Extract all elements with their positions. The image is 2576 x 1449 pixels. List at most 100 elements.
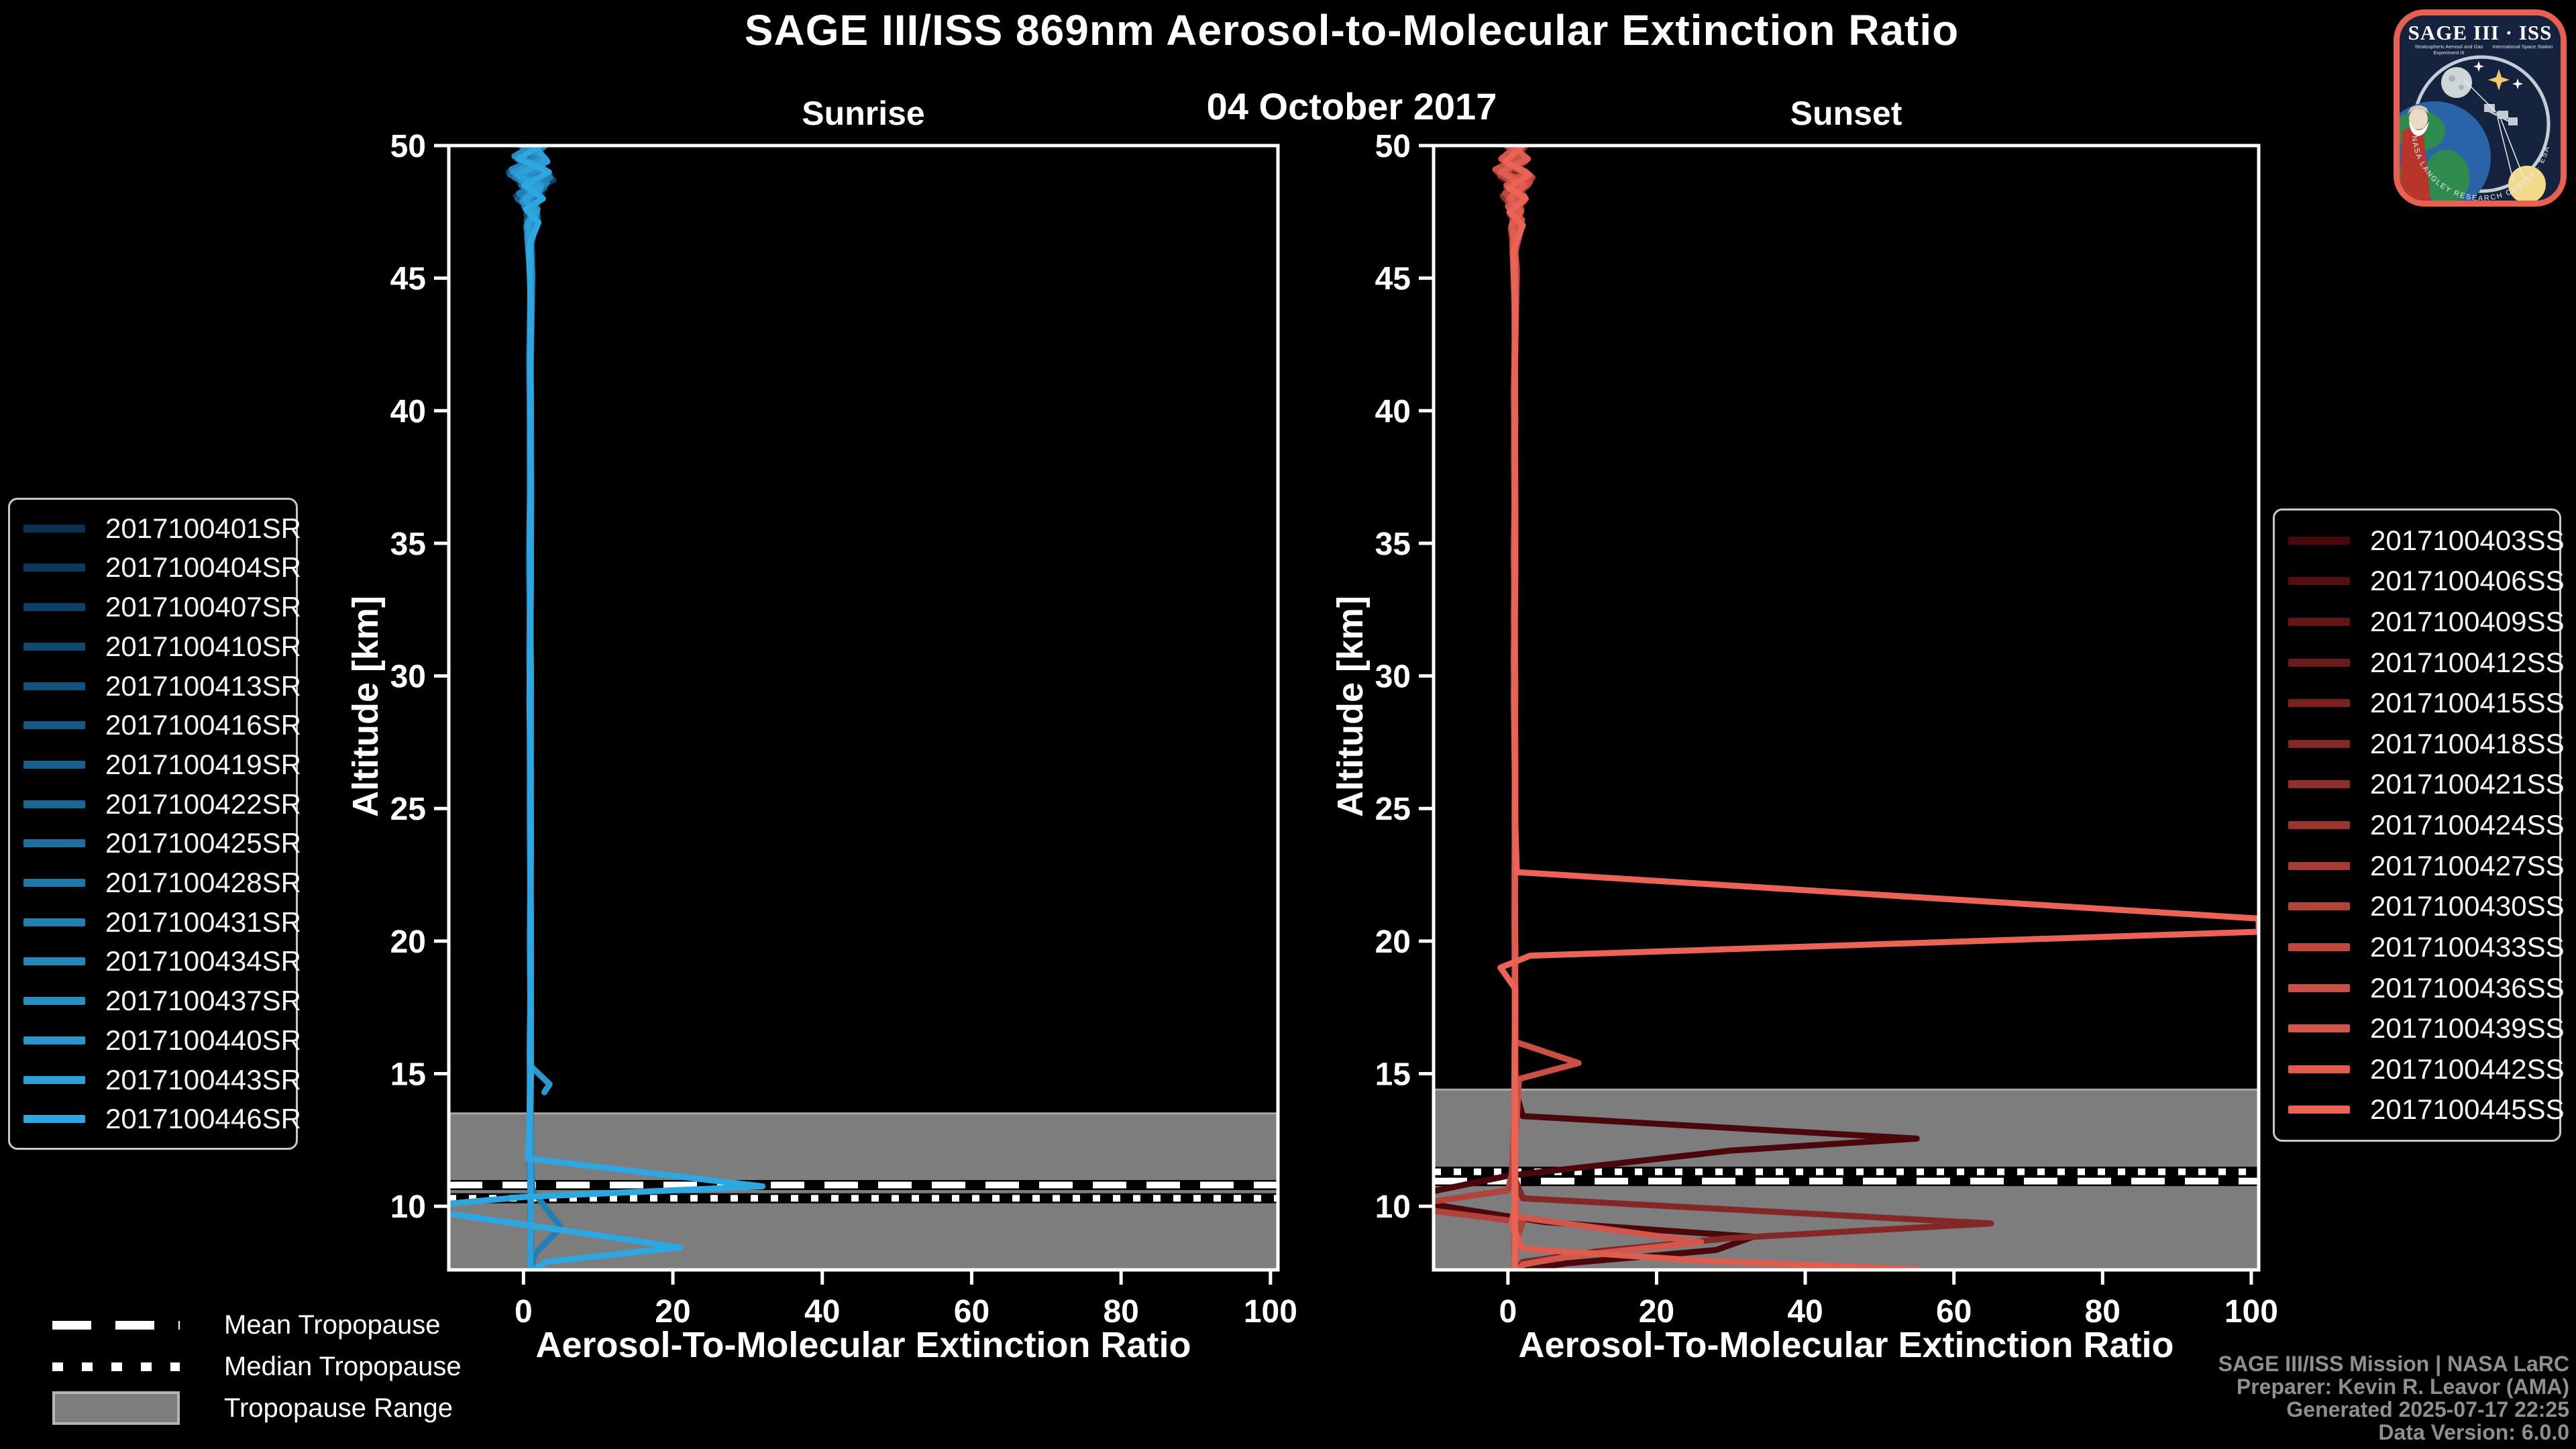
legend-item-2017100406SS: 2017100406SS: [2288, 565, 2565, 597]
legend-event-label: 2017100440SR: [105, 1024, 301, 1056]
legend-event-label: 2017100412SS: [2370, 646, 2565, 678]
x-tick-label: 80: [2085, 1294, 2121, 1330]
moon: [2441, 67, 2472, 98]
legend-line-swatch: [23, 997, 85, 1006]
legend-item-2017100439SS: 2017100439SS: [2288, 1012, 2565, 1044]
legend-item-2017100427SS: 2017100427SS: [2288, 850, 2565, 882]
y-tick-label: 35: [390, 527, 426, 562]
legend-line-swatch: [2288, 577, 2350, 586]
y-axis-label-sunset: Altitude [km]: [1330, 596, 1371, 817]
footer-data-version: Data Version: 6.0.0: [2378, 1420, 2569, 1444]
legend-sunrise-events: 2017100401SR 2017100404SR 2017100407SR 2017…: [8, 498, 301, 1150]
y-tick-label: 50: [1375, 129, 1411, 164]
legend-line-swatch: [23, 839, 85, 848]
legend-event-label: 2017100413SR: [105, 669, 301, 702]
legend-event-label: 2017100439SS: [2370, 1012, 2565, 1044]
legend-line-swatch: [2288, 1106, 2350, 1114]
legend-event-label: 2017100442SS: [2370, 1053, 2565, 1085]
legend-item-tropopause-range: Tropopause Range: [52, 1387, 462, 1429]
legend-item-2017100403SS: 2017100403SS: [2288, 525, 2565, 557]
y-tick-label: 40: [1375, 394, 1411, 429]
plot-area-sunset: [1434, 146, 2259, 1270]
legend-event-label: 2017100434SR: [105, 945, 301, 977]
legend-event-label: 2017100422SR: [105, 788, 301, 820]
legend-item-2017100445SS: 2017100445SS: [2288, 1093, 2565, 1126]
date-subtitle: 04 October 2017: [1206, 85, 1497, 127]
legend-item-2017100410SR: 2017100410SR: [23, 631, 301, 663]
legend-item-2017100443SR: 2017100443SR: [23, 1064, 301, 1096]
legend-line-swatch: [2288, 536, 2350, 545]
legend-item-2017100428SR: 2017100428SR: [23, 867, 301, 899]
legend-event-label: 2017100443SR: [105, 1063, 301, 1095]
legend-line-swatch: [2288, 658, 2350, 667]
panel-frame-sunrise: [447, 144, 1280, 1272]
legend-item-2017100416SR: 2017100416SR: [23, 709, 301, 741]
x-tick-label: 80: [1103, 1294, 1138, 1330]
y-tick-label: 25: [1375, 792, 1411, 827]
legend-event-label: 2017100416SR: [105, 709, 301, 741]
star-icon: [2512, 78, 2523, 89]
y-tick-label: 35: [1375, 527, 1411, 562]
panel-title-sunrise: Sunrise: [802, 95, 925, 132]
x-tick-label: 20: [655, 1294, 690, 1330]
legend-event-label: 2017100421SS: [2370, 768, 2565, 800]
legend-item-median-tropopause: Median Tropopause: [52, 1346, 462, 1387]
median-tropopause-label: Median Tropopause: [224, 1351, 462, 1381]
legend-line-swatch: [23, 642, 85, 651]
legend-line-swatch: [23, 1036, 85, 1044]
footer-mission: SAGE III/ISS Mission | NASA LaRC: [2218, 1352, 2569, 1376]
legend-line-swatch: [23, 721, 85, 730]
legend-event-label: 2017100437SR: [105, 985, 301, 1017]
profile-line-2017100407SR: [513, 146, 557, 1270]
legend-line-swatch: [23, 1075, 85, 1084]
legend-item-2017100413SR: 2017100413SR: [23, 670, 301, 702]
legend-line-swatch: [2288, 943, 2350, 951]
y-tick-label: 20: [1375, 924, 1411, 960]
legend-event-label: 2017100407SR: [105, 591, 301, 623]
profile-line-2017100431SR: [516, 146, 564, 1270]
legend-line-swatch: [23, 879, 85, 888]
iss: [2484, 104, 2518, 125]
legend-event-label: 2017100430SS: [2370, 890, 2565, 922]
logo-subtitle-left: Stratospheric Aerosol and Gas Experiment…: [2414, 44, 2483, 56]
star-icon: [2473, 61, 2484, 72]
y-tick-label: 30: [1375, 659, 1411, 695]
legend-event-label: 2017100409SS: [2370, 605, 2565, 637]
legend-line-swatch: [2288, 902, 2350, 911]
y-tick-label: 10: [390, 1189, 426, 1225]
legend-event-label: 2017100401SR: [105, 512, 301, 544]
legend-line-swatch: [2288, 739, 2350, 748]
y-tick-label: 40: [390, 394, 426, 429]
legend-item-2017100419SR: 2017100419SR: [23, 749, 301, 781]
legend-item-2017100440SR: 2017100440SR: [23, 1024, 301, 1057]
legend-event-label: 2017100433SS: [2370, 930, 2565, 963]
legend-item-2017100436SS: 2017100436SS: [2288, 972, 2565, 1004]
legend-item-2017100431SR: 2017100431SR: [23, 906, 301, 938]
legend-event-label: 2017100425SR: [105, 827, 301, 859]
y-tick-label: 15: [390, 1057, 426, 1092]
legend-item-2017100407SR: 2017100407SR: [23, 591, 301, 623]
profile-line-2017100446SR: [449, 146, 766, 1270]
panel-frame-sunset: [1432, 144, 2261, 1272]
legend-event-label: 2017100427SS: [2370, 849, 2565, 881]
star-icon: [2488, 69, 2510, 91]
x-tick-label: 40: [1787, 1294, 1823, 1330]
x-tick-label: 100: [1244, 1294, 1297, 1330]
legend-line-swatch: [23, 1115, 85, 1124]
legend-event-label: 2017100419SR: [105, 748, 301, 780]
legend-item-mean-tropopause: Mean Tropopause: [52, 1304, 462, 1346]
legend-event-label: 2017100424SS: [2370, 809, 2565, 841]
y-tick-label: 25: [390, 792, 426, 827]
legend-item-2017100422SR: 2017100422SR: [23, 788, 301, 820]
plot-area-sunrise: [449, 146, 1278, 1270]
tropopause-range-band: [449, 1113, 1278, 1270]
y-tick-label: 45: [1375, 262, 1411, 297]
sun: [2508, 166, 2546, 201]
logo-subtitles: Stratospheric Aerosol and Gas Experiment…: [2400, 44, 2561, 56]
legend-item-2017100409SS: 2017100409SS: [2288, 606, 2565, 638]
legend-item-2017100430SS: 2017100430SS: [2288, 890, 2565, 922]
logo-title: SAGE III · ISS: [2408, 21, 2553, 44]
scientist-figure: [2400, 105, 2430, 201]
legend-item-2017100424SS: 2017100424SS: [2288, 809, 2565, 841]
profile-line-2017100413SR: [517, 146, 553, 1270]
